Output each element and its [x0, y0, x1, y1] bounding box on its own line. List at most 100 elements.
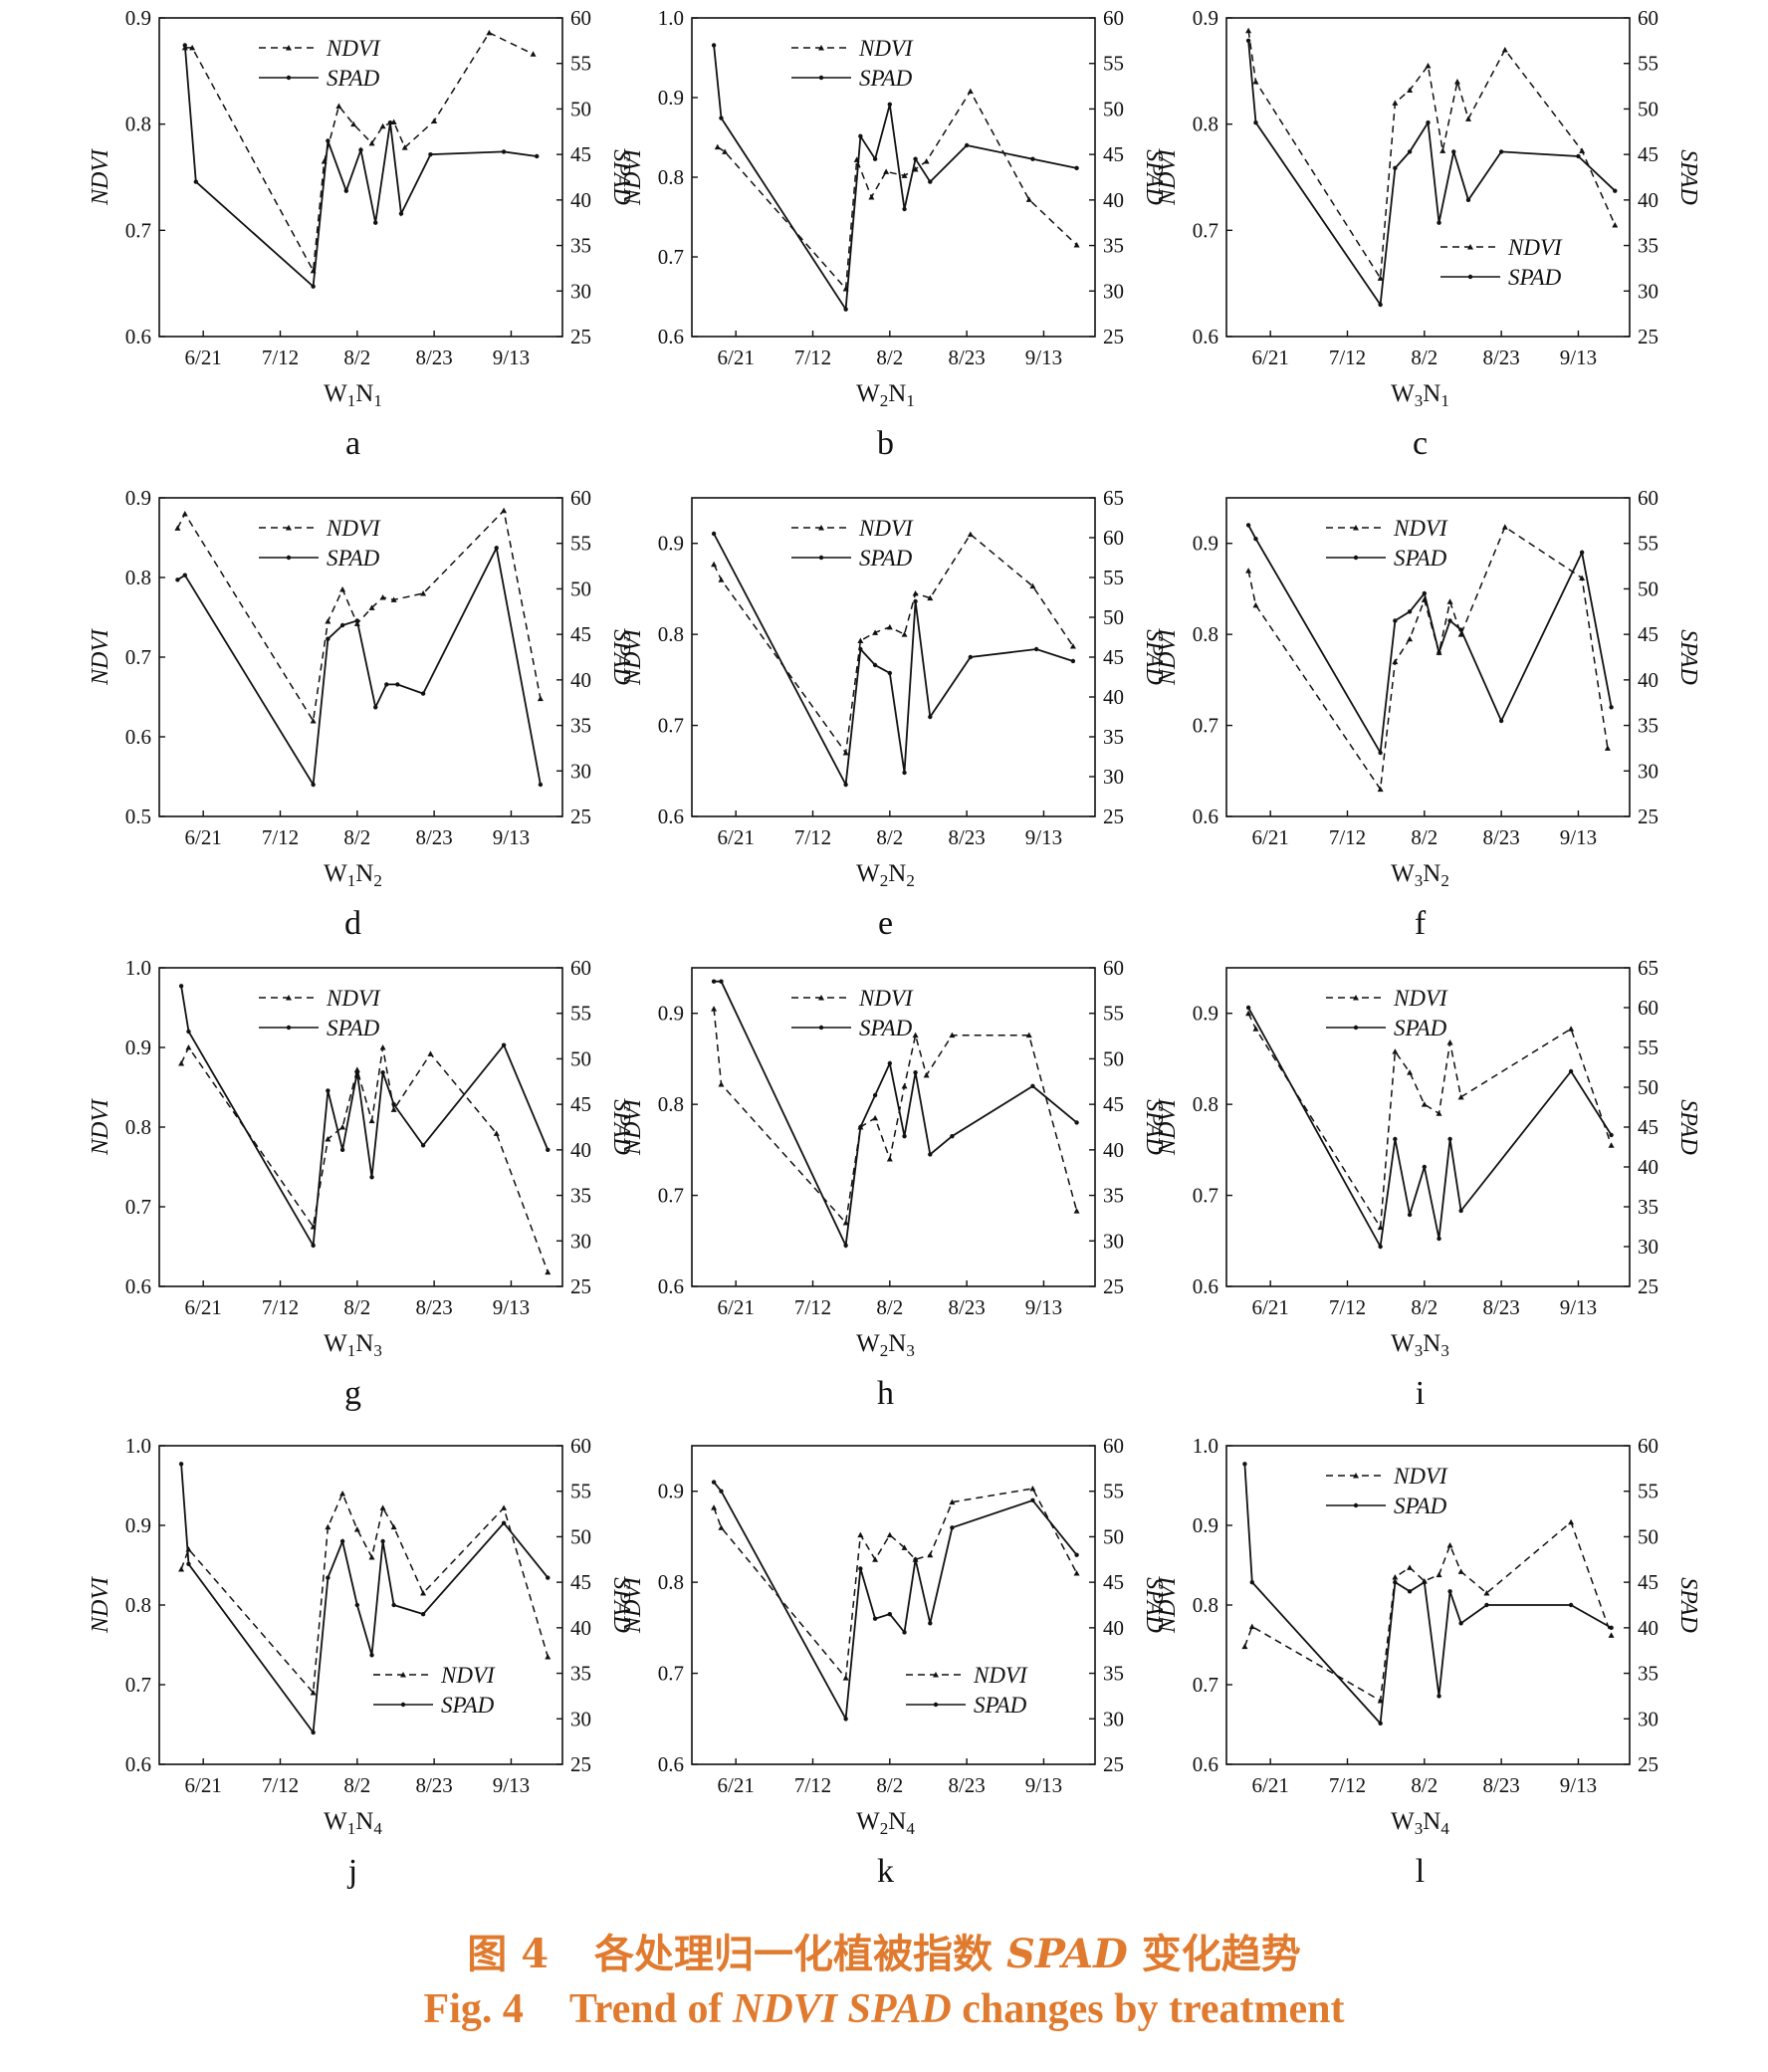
ndvi-point — [325, 1136, 332, 1142]
ndvi-point — [967, 531, 974, 538]
right-tick-label: 55 — [1103, 52, 1124, 76]
right-tick-label: 60 — [1638, 6, 1658, 30]
left-tick-label: 0.7 — [125, 1195, 151, 1219]
spad-point — [326, 1575, 331, 1580]
x-tick-label: 8/2 — [343, 1295, 370, 1319]
ndvi-point — [368, 1554, 375, 1560]
ndvi-point — [353, 1066, 360, 1072]
right-tick-label: 55 — [1103, 1002, 1124, 1026]
spad-point — [339, 1147, 345, 1153]
spad-point — [902, 770, 907, 776]
spad-point — [928, 1152, 933, 1157]
right-tick-label: 65 — [1638, 956, 1658, 980]
right-tick-label: 55 — [570, 52, 591, 76]
ndvi-point — [1446, 1542, 1453, 1548]
legend: NDVI SPAD — [259, 986, 381, 1040]
ndvi-point — [886, 1156, 893, 1162]
spad-series-line — [1247, 1007, 1613, 1250]
right-tick-label: 35 — [1103, 1662, 1124, 1686]
left-tick-label: 1.0 — [658, 6, 684, 30]
x-tick-label: 9/13 — [1560, 1773, 1597, 1797]
right-axis-title: SPAD — [1141, 1577, 1167, 1633]
ndvi-point — [431, 117, 438, 123]
legend-ndvi-label: NDVI — [326, 36, 381, 61]
right-tick-label: 60 — [1103, 526, 1124, 550]
spad-point — [928, 179, 933, 184]
ndvi-point — [1425, 63, 1432, 69]
x-tick-label: 6/21 — [1252, 1295, 1289, 1319]
ndvi-point — [912, 590, 919, 596]
spad-series-line — [713, 1482, 1078, 1723]
left-tick-label: 0.8 — [1193, 622, 1218, 646]
left-axis-title: NDVI — [1155, 148, 1181, 206]
right-tick-label: 25 — [1103, 805, 1124, 828]
left-tick-label: 0.6 — [658, 805, 684, 828]
ndvi-point — [1446, 598, 1453, 604]
ndvi-point — [886, 1531, 893, 1538]
x-tick-label: 7/12 — [1329, 1773, 1366, 1797]
spad-point — [1422, 1579, 1428, 1585]
spad-point — [1393, 618, 1398, 623]
legend-ndvi-label: NDVI — [326, 516, 381, 541]
spad-point — [1458, 1208, 1463, 1214]
ndvi-point — [1392, 1048, 1399, 1054]
spad-point — [1609, 705, 1614, 710]
left-tick-label: 0.9 — [1193, 532, 1218, 556]
ndvi-point — [912, 166, 919, 172]
left-axis-title: NDVI — [1155, 1576, 1181, 1634]
panel-j: 0.6 0.7 0.8 0.9 1.0 25 30 35 40 45 50 55 60 6/21 7/12 8… — [88, 1434, 634, 1890]
legend-spad-marker — [286, 1025, 292, 1031]
legend-ndvi-marker — [818, 995, 824, 1001]
x-tick-label: 8/2 — [1411, 345, 1437, 369]
spad-point — [1458, 627, 1463, 632]
right-tick-label: 35 — [1103, 234, 1124, 258]
ndvi-point — [1612, 222, 1619, 228]
right-tick-label: 55 — [1638, 1036, 1658, 1059]
ndvi-point — [1025, 1032, 1032, 1038]
panel-letter: h — [877, 1375, 894, 1412]
spad-point — [182, 43, 187, 48]
x-tick-label: 7/12 — [794, 345, 831, 369]
left-tick-label: 0.8 — [125, 1593, 151, 1617]
x-tick-label: 8/2 — [343, 345, 370, 369]
legend-spad-marker — [400, 1702, 406, 1708]
legend: NDVI SPAD — [906, 1663, 1028, 1718]
ndvi-point — [427, 1050, 434, 1056]
treatment-w-level: 1 — [347, 391, 356, 410]
x-tick-label: 8/23 — [948, 1773, 985, 1797]
ndvi-point — [1073, 242, 1080, 248]
spad-point — [913, 1069, 918, 1075]
left-axis-title: NDVI — [88, 1576, 113, 1634]
x-tick-label: 9/13 — [1025, 1773, 1062, 1797]
x-axis-treatment-label: W2N1 — [856, 380, 915, 410]
ndvi-point — [350, 120, 357, 127]
treatment-w: W — [856, 1808, 880, 1835]
x-tick-label: 8/23 — [1482, 345, 1519, 369]
treatment-n-level: 3 — [1440, 1341, 1449, 1360]
spad-point — [373, 705, 378, 710]
left-tick-label: 0.6 — [1193, 1274, 1218, 1298]
left-tick-label: 0.8 — [125, 113, 151, 136]
panel-letter: b — [877, 425, 894, 462]
caption-zh-text: 各处理归一化植被指数 — [594, 1931, 994, 1977]
spad-point — [902, 1630, 907, 1635]
spad-point — [719, 115, 724, 120]
ndvi-point — [310, 718, 317, 724]
right-tick-label: 35 — [1638, 1662, 1658, 1686]
legend-spad-marker — [286, 75, 292, 81]
spad-point — [843, 782, 848, 788]
ndvi-point — [379, 594, 386, 600]
spad-point — [1436, 650, 1441, 655]
ndvi-point — [339, 586, 346, 592]
x-tick-label: 8/2 — [876, 1773, 903, 1797]
ndvi-point — [711, 561, 718, 568]
legend-spad-label: SPAD — [327, 66, 380, 91]
ndvi-point — [872, 1114, 879, 1121]
left-tick-label: 0.9 — [1193, 1513, 1218, 1537]
panel-b: 0.6 0.7 0.8 0.9 1.0 25 30 35 40 45 50 55 60 6/21 7/12 8… — [620, 6, 1167, 462]
legend-spad-label: SPAD — [859, 66, 913, 91]
legend-spad-marker — [933, 1702, 939, 1708]
left-tick-label: 0.9 — [1193, 1002, 1218, 1026]
x-tick-label: 9/13 — [493, 1295, 530, 1319]
